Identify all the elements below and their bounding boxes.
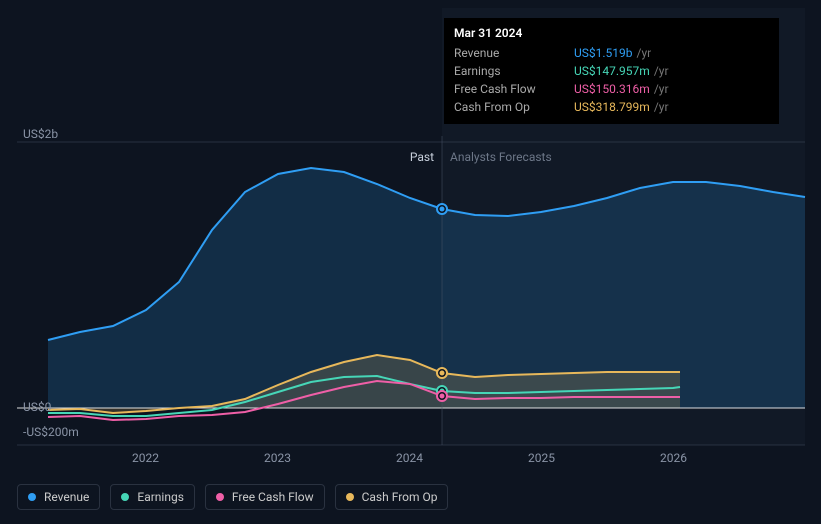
tooltip-metric-label: Cash From Op xyxy=(454,98,574,116)
tooltip-row: EarningsUS$147.957m/yr xyxy=(454,62,769,80)
tooltip-metric-unit: /yr xyxy=(654,62,669,80)
chart-tooltip: Mar 31 2024 RevenueUS$1.519b/yrEarningsU… xyxy=(444,18,779,124)
y-axis-tick-label: -US$200m xyxy=(23,425,79,439)
x-axis-tick-label: 2025 xyxy=(528,451,555,465)
tooltip-metric-label: Earnings xyxy=(454,62,574,80)
legend-dot-icon xyxy=(216,493,224,501)
tooltip-row: RevenueUS$1.519b/yr xyxy=(454,44,769,62)
tooltip-metric-unit: /yr xyxy=(654,80,669,98)
x-axis-tick-label: 2024 xyxy=(396,451,423,465)
x-axis-tick-label: 2022 xyxy=(132,451,159,465)
legend-item-free-cash-flow[interactable]: Free Cash Flow xyxy=(205,484,325,510)
tooltip-metric-label: Revenue xyxy=(454,44,574,62)
legend-label: Revenue xyxy=(44,490,89,504)
forecast-section-label: Analysts Forecasts xyxy=(450,150,552,164)
y-axis-tick-label: US$0 xyxy=(23,400,51,414)
tooltip-metric-value: US$150.316m xyxy=(574,80,650,98)
legend-dot-icon xyxy=(346,493,354,501)
tooltip-metric-label: Free Cash Flow xyxy=(454,80,574,98)
tooltip-date: Mar 31 2024 xyxy=(454,26,769,40)
tooltip-row: Cash From OpUS$318.799m/yr xyxy=(454,98,769,116)
legend-dot-icon xyxy=(28,493,36,501)
legend-dot-icon xyxy=(121,493,129,501)
legend-label: Free Cash Flow xyxy=(232,490,314,504)
tooltip-metric-unit: /yr xyxy=(654,98,669,116)
legend-label: Earnings xyxy=(137,490,184,504)
past-section-label: Past xyxy=(410,150,434,164)
tooltip-metric-value: US$1.519b xyxy=(574,44,633,62)
financials-chart: US$2b US$0 -US$200m 2022 2023 2024 2025 2026 P… xyxy=(0,0,821,524)
chart-legend: Revenue Earnings Free Cash Flow Cash From O… xyxy=(17,484,448,510)
x-axis-tick-label: 2026 xyxy=(660,451,687,465)
legend-item-earnings[interactable]: Earnings xyxy=(110,484,195,510)
y-axis-tick-label: US$2b xyxy=(23,127,58,141)
tooltip-metric-value: US$318.799m xyxy=(574,98,650,116)
tooltip-metric-unit: /yr xyxy=(637,44,652,62)
tooltip-row: Free Cash FlowUS$150.316m/yr xyxy=(454,80,769,98)
legend-item-revenue[interactable]: Revenue xyxy=(17,484,100,510)
legend-label: Cash From Op xyxy=(362,490,438,504)
legend-item-cash-from-op[interactable]: Cash From Op xyxy=(335,484,449,510)
x-axis-tick-label: 2023 xyxy=(264,451,291,465)
tooltip-metric-value: US$147.957m xyxy=(574,62,650,80)
